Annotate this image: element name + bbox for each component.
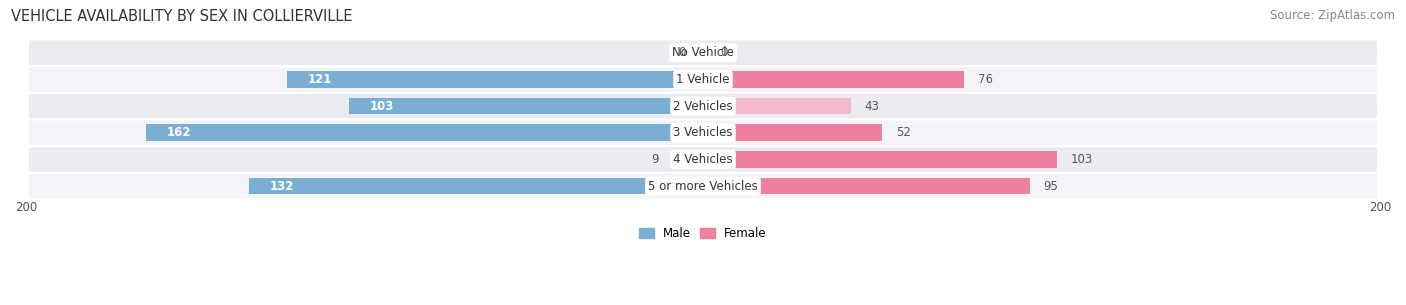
Text: 76: 76	[979, 73, 993, 86]
Text: 200: 200	[1369, 201, 1391, 214]
Text: No Vehicle: No Vehicle	[672, 46, 734, 59]
Text: VEHICLE AVAILABILITY BY SEX IN COLLIERVILLE: VEHICLE AVAILABILITY BY SEX IN COLLIERVI…	[11, 9, 353, 24]
Bar	[146, 124, 703, 141]
Bar	[249, 178, 703, 194]
FancyBboxPatch shape	[28, 120, 1378, 145]
Text: 4 Vehicles: 4 Vehicles	[673, 153, 733, 166]
Text: 0: 0	[679, 46, 686, 59]
Bar	[703, 151, 1057, 168]
Text: 52: 52	[896, 126, 911, 139]
Text: 5 or more Vehicles: 5 or more Vehicles	[648, 180, 758, 192]
Text: 200: 200	[15, 201, 37, 214]
Text: 121: 121	[308, 73, 332, 86]
Text: 103: 103	[370, 99, 394, 113]
FancyBboxPatch shape	[28, 174, 1378, 198]
Bar	[287, 71, 703, 88]
Text: 43: 43	[865, 99, 880, 113]
Bar	[703, 98, 851, 114]
Text: 9: 9	[651, 153, 658, 166]
Bar	[349, 98, 703, 114]
Bar	[672, 151, 703, 168]
Bar	[703, 71, 965, 88]
Bar	[703, 178, 1029, 194]
Text: 0: 0	[720, 46, 727, 59]
Text: 162: 162	[166, 126, 191, 139]
Bar	[693, 45, 703, 61]
Text: 103: 103	[1071, 153, 1094, 166]
Text: 3 Vehicles: 3 Vehicles	[673, 126, 733, 139]
Bar	[703, 124, 882, 141]
Legend: Male, Female: Male, Female	[634, 222, 772, 245]
Text: 95: 95	[1043, 180, 1059, 192]
Bar	[703, 45, 713, 61]
FancyBboxPatch shape	[28, 41, 1378, 65]
FancyBboxPatch shape	[28, 94, 1378, 118]
Text: 2 Vehicles: 2 Vehicles	[673, 99, 733, 113]
FancyBboxPatch shape	[28, 67, 1378, 92]
Text: 132: 132	[270, 180, 294, 192]
Text: 1 Vehicle: 1 Vehicle	[676, 73, 730, 86]
FancyBboxPatch shape	[28, 147, 1378, 172]
Text: Source: ZipAtlas.com: Source: ZipAtlas.com	[1270, 9, 1395, 22]
